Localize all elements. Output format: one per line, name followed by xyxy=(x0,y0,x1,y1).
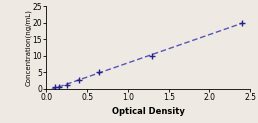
Y-axis label: Concentration(ng/mL): Concentration(ng/mL) xyxy=(25,9,31,86)
X-axis label: Optical Density: Optical Density xyxy=(112,107,185,116)
